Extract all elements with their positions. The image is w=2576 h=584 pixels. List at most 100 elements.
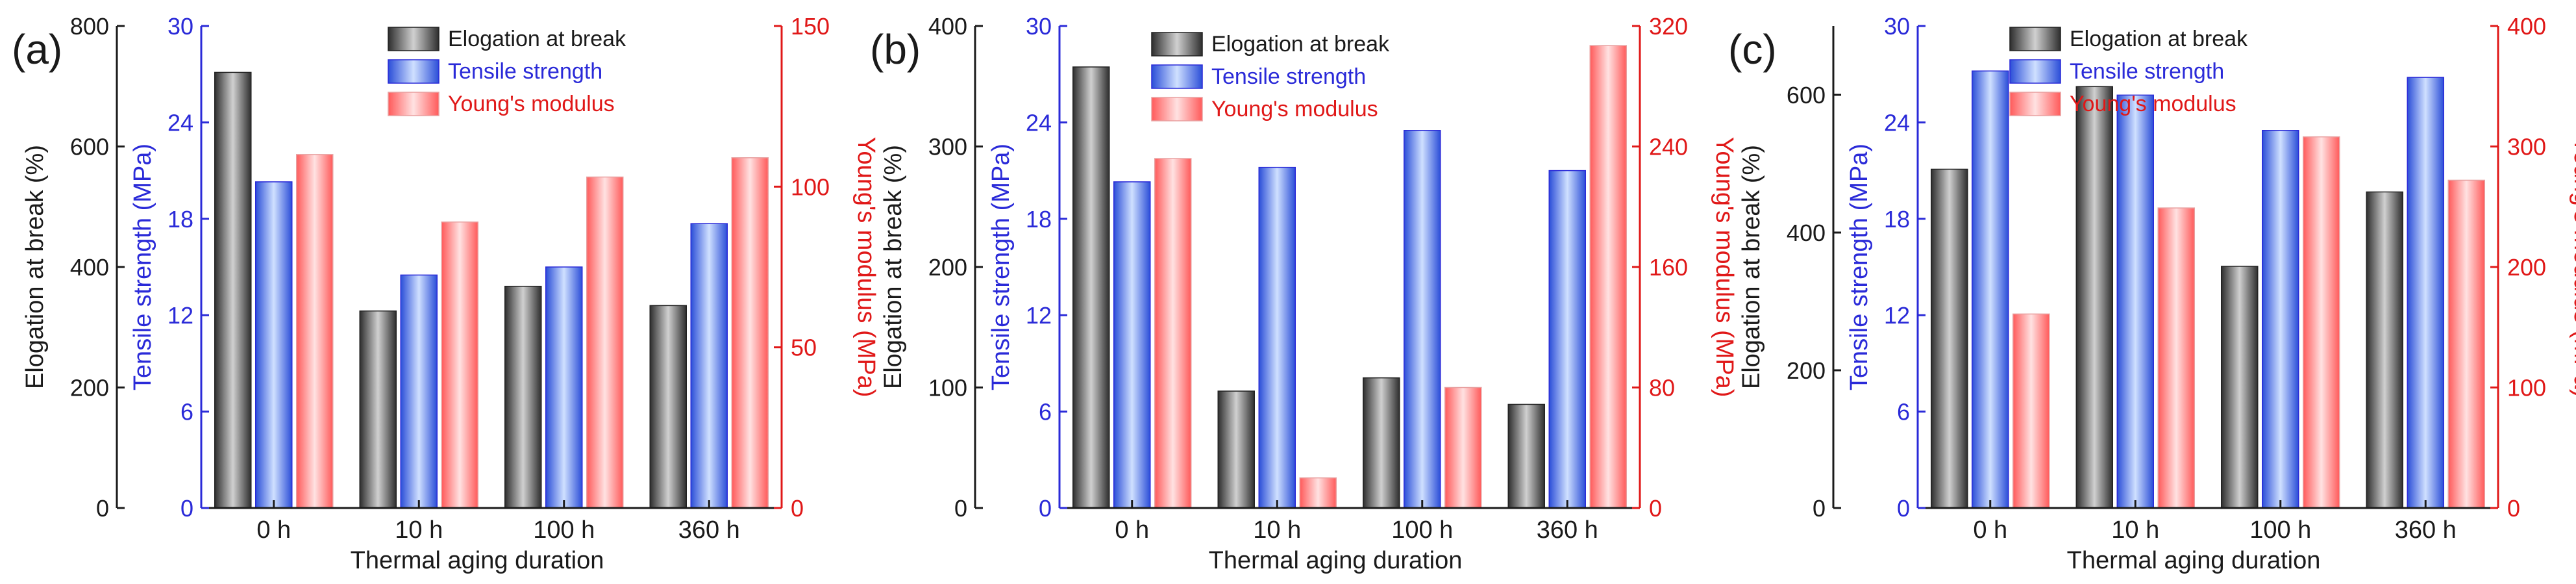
- tick-label: 80: [1649, 375, 1675, 401]
- tick-label: 12: [1026, 302, 1052, 329]
- legend: Elogation at break Tensile strength Young'…: [1151, 32, 1390, 121]
- bar-red-360h: [2447, 179, 2485, 509]
- x-category-label: 10 h: [1253, 516, 1301, 544]
- right-ticks: 0 50 100 150: [774, 13, 830, 522]
- left-outer-axis-title: Elogation at break (%): [21, 145, 49, 389]
- bar-blue-100h: [545, 266, 583, 509]
- legend-swatch-blue: [2009, 59, 2061, 84]
- tick-label: 6: [1897, 399, 1910, 425]
- bar-red-0h: [1154, 158, 1192, 509]
- bar-red-10h: [1299, 477, 1337, 509]
- bar-black-360h: [1507, 403, 1545, 509]
- bar-blue-10h: [400, 274, 438, 509]
- tick-label: 200: [2507, 254, 2546, 281]
- bar-black-100h: [1363, 377, 1400, 509]
- tick-label: 200: [1787, 357, 1826, 384]
- left-inner-ticks: 0 6 12 18 24 30: [1026, 13, 1067, 522]
- right-ticks: 0 100 200 300 400: [2490, 13, 2546, 522]
- right-axis-title: Young's modulus (MPa): [1711, 137, 1738, 398]
- bar-black-100h: [2221, 266, 2259, 509]
- x-category-label: 0 h: [1115, 516, 1149, 544]
- right-axis-title: Young's modulus (MPa): [2569, 137, 2576, 398]
- legend-swatch-blue: [388, 59, 440, 84]
- legend-label-blue: Tensile strength: [2070, 59, 2224, 84]
- tick-label: 0: [2507, 495, 2520, 522]
- x-category-label: 100 h: [533, 516, 595, 544]
- tick-label: 600: [1787, 82, 1826, 108]
- x-category-label: 100 h: [1391, 516, 1453, 544]
- tick-label: 0: [1649, 495, 1662, 522]
- bar-layer: [214, 71, 769, 509]
- bar-blue-0h: [255, 181, 293, 509]
- tick-label: 800: [70, 13, 109, 40]
- x-category-labels: 0 h 10 h 100 h 360 h: [1973, 500, 2457, 544]
- tick-label: 400: [928, 13, 967, 40]
- tick-label: 6: [1039, 399, 1052, 425]
- bar-red-100h: [2303, 136, 2340, 509]
- tick-label: 30: [167, 13, 193, 40]
- left-inner-axis-title: Tensile strength (MPa): [1846, 144, 1873, 390]
- tick-label: 0: [954, 495, 967, 522]
- x-category-label: 360 h: [2395, 516, 2457, 544]
- tick-label: 24: [1026, 109, 1052, 136]
- tick-label: 18: [167, 206, 193, 233]
- legend-label-red: Young's modulus: [2070, 92, 2236, 116]
- tick-label: 30: [1026, 13, 1052, 40]
- legend-swatch-black: [388, 27, 440, 51]
- x-axis-title: Thermal aging duration: [1209, 547, 1463, 574]
- tick-label: 160: [1649, 254, 1688, 281]
- tick-label: 100: [928, 375, 967, 401]
- bar-black-10h: [2075, 86, 2113, 509]
- tick-label: 12: [1884, 302, 1910, 329]
- x-category-label: 10 h: [2111, 516, 2159, 544]
- x-axis-title: Thermal aging duration: [351, 547, 604, 574]
- left-outer-ticks: 0 200 400 600 800: [70, 13, 125, 522]
- bar-black-10h: [1217, 390, 1255, 509]
- x-category-labels: 0 h 10 h 100 h 360 h: [256, 500, 740, 544]
- left-outer-ticks: 0 100 200 300 400: [928, 13, 983, 522]
- bar-black-0h: [1072, 66, 1110, 509]
- bar-red-360h: [1589, 45, 1627, 509]
- x-axis-title: Thermal aging duration: [2067, 547, 2321, 574]
- left-outer-ticks: 0 200 400 600: [1787, 82, 1841, 522]
- tick-label: 6: [180, 399, 193, 425]
- tick-label: 12: [167, 302, 193, 329]
- bar-black-360h: [2366, 191, 2403, 509]
- tick-label: 0: [96, 495, 109, 522]
- legend: Elogation at break Tensile strength Young'…: [388, 27, 626, 116]
- left-inner-axis-title: Tensile strength (MPa): [987, 144, 1015, 390]
- x-category-labels: 0 h 10 h 100 h 360 h: [1115, 500, 1598, 544]
- tick-label: 24: [1884, 109, 1910, 136]
- legend-swatch-red: [1151, 97, 1203, 121]
- bar-red-100h: [1444, 387, 1482, 509]
- right-ticks: 0 80 160 240 320: [1632, 13, 1688, 522]
- bar-blue-100h: [1404, 130, 1441, 509]
- bar-layer: [1072, 45, 1627, 509]
- legend-label-blue: Tensile strength: [448, 59, 602, 84]
- bar-red-0h: [2012, 313, 2050, 509]
- tick-label: 200: [928, 254, 967, 281]
- tick-label: 18: [1884, 206, 1910, 233]
- bar-black-360h: [649, 305, 687, 509]
- legend-label-black: Elogation at break: [2070, 27, 2248, 51]
- bar-red-100h: [586, 176, 624, 509]
- x-category-label: 0 h: [256, 516, 291, 544]
- legend-label-blue: Tensile strength: [1211, 64, 1366, 89]
- tick-label: 18: [1026, 206, 1052, 233]
- bar-red-10h: [2157, 207, 2195, 509]
- legend-label-red: Young's modulus: [448, 92, 615, 116]
- tick-label: 50: [791, 335, 817, 361]
- bar-black-10h: [359, 310, 397, 509]
- bar-blue-10h: [2116, 94, 2154, 509]
- panel-label: (b): [870, 26, 921, 73]
- bar-red-360h: [731, 157, 769, 509]
- tick-label: 400: [2507, 13, 2546, 40]
- x-category-label: 360 h: [678, 516, 740, 544]
- tick-label: 300: [2507, 134, 2546, 160]
- tick-label: 200: [70, 375, 109, 401]
- tick-label: 240: [1649, 134, 1688, 160]
- legend-label-black: Elogation at break: [1211, 32, 1390, 57]
- legend-swatch-blue: [1151, 64, 1203, 89]
